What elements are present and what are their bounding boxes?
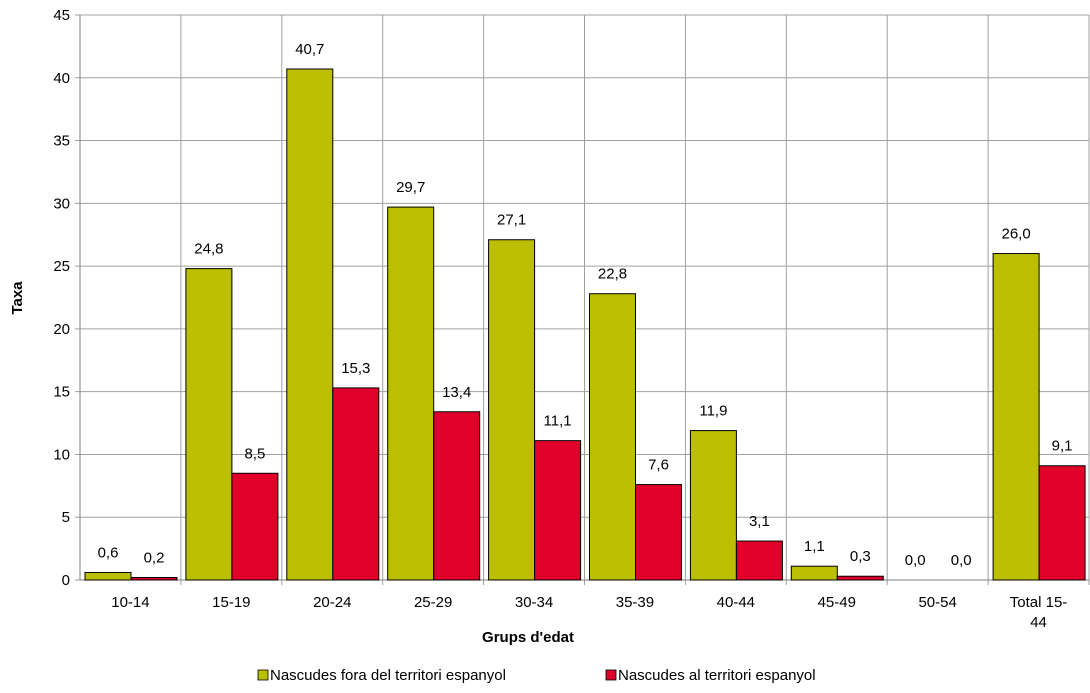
x-tick-label: Total 15-44 [1009, 594, 1068, 631]
bar [332, 387, 380, 581]
y-tick-label: 0 [62, 572, 70, 589]
x-tick-label: 50-54 [918, 594, 957, 611]
value-label: 40,7 [295, 41, 324, 58]
value-label: 24,8 [194, 241, 223, 258]
value-label: 15,3 [341, 360, 370, 377]
x-tick-label: 35-39 [615, 594, 655, 611]
y-axis-title: Taxa [9, 281, 26, 315]
value-label: 0,3 [850, 548, 871, 565]
value-label: 9,1 [1052, 438, 1073, 455]
bar [488, 239, 536, 581]
bar [534, 440, 582, 581]
y-tick-label: 25 [53, 258, 70, 275]
value-label: 0,0 [905, 552, 926, 569]
x-tick-label: 15-19 [212, 594, 251, 611]
bar [790, 565, 838, 581]
value-label: 3,1 [749, 513, 770, 530]
value-label: 13,4 [442, 384, 471, 401]
y-tick-label: 10 [53, 446, 70, 463]
value-label: 7,6 [648, 457, 669, 474]
value-label: 26,0 [1001, 226, 1030, 243]
bar [433, 411, 481, 581]
value-label: 22,8 [598, 266, 627, 283]
x-tick-label: 25-29 [413, 594, 453, 611]
bar [635, 484, 682, 581]
bar [387, 206, 435, 581]
value-label: 8,5 [244, 445, 265, 462]
bar [84, 571, 132, 581]
value-label: 1,1 [804, 538, 825, 555]
bar [992, 253, 1040, 581]
y-tick-label: 40 [53, 70, 70, 87]
legend-swatch [605, 669, 617, 681]
value-label: 0,2 [144, 549, 165, 566]
value-label: 27,1 [497, 212, 526, 229]
bar [735, 540, 783, 581]
legend-label: Nascudes al territori espanyol [618, 667, 816, 684]
bar [836, 575, 884, 581]
y-tick-label: 35 [53, 133, 70, 150]
x-axis-title: Grups d'edat [482, 629, 574, 646]
value-label: 0,6 [98, 544, 119, 561]
x-tick-label: 20-24 [313, 594, 352, 611]
bar [130, 576, 178, 581]
legend-label: Nascudes fora del territori espanyol [270, 667, 506, 684]
x-tick-label: 30-34 [514, 594, 554, 611]
y-tick-label: 5 [62, 509, 70, 526]
y-tick-label: 30 [53, 195, 70, 212]
value-label: 29,7 [396, 179, 425, 196]
value-label: 11,9 [699, 403, 727, 420]
bar [1038, 465, 1086, 581]
y-tick-label: 15 [53, 384, 70, 401]
legend-swatch [257, 669, 269, 681]
x-tick-label: 45-49 [817, 594, 856, 611]
value-label: 11,1 [544, 413, 572, 430]
x-tick-label: 10-14 [111, 594, 150, 611]
bar [231, 472, 279, 581]
bar [185, 268, 233, 581]
x-tick-label: 40-44 [716, 594, 756, 611]
y-tick-label: 20 [53, 321, 70, 338]
bar [689, 430, 737, 581]
y-tick-label: 45 [53, 7, 70, 24]
bar [286, 68, 334, 581]
bar [589, 293, 636, 581]
value-label: 0,0 [951, 552, 972, 569]
